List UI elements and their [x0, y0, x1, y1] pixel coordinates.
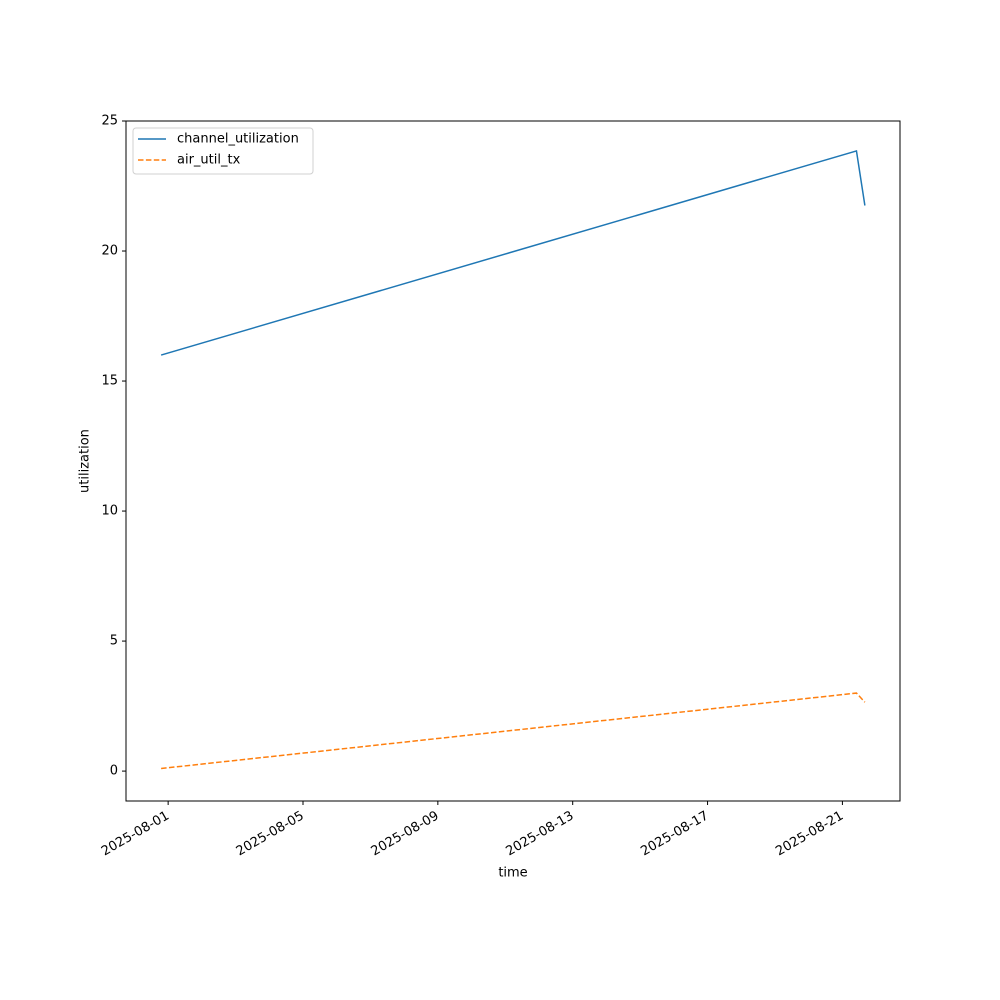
x-tick-label: 2025-08-21 [773, 809, 846, 860]
axes-frame [125, 120, 901, 802]
y-tick-label: 25 [101, 114, 118, 129]
legend-box [132, 127, 314, 175]
x-tick-label: 2025-08-17 [638, 809, 711, 860]
y-tick-label: 0 [110, 764, 118, 779]
y-tick-label: 20 [101, 244, 118, 259]
y-axis-label: utilization [78, 429, 93, 493]
y-tick-label: 10 [101, 504, 118, 519]
x-tick-label: 2025-08-05 [234, 809, 307, 860]
series-line [160, 149, 866, 356]
legend-label: air_util_tx [177, 153, 241, 168]
y-tick-label: 5 [110, 634, 118, 649]
y-tick-label: 15 [101, 374, 118, 389]
x-tick-label: 2025-08-01 [99, 809, 172, 860]
legend-label: channel_utilization [177, 132, 299, 147]
series-line [161, 692, 866, 770]
x-axis-label: time [498, 866, 527, 881]
x-tick-label: 2025-08-09 [369, 809, 442, 860]
x-tick-label: 2025-08-13 [504, 809, 577, 860]
